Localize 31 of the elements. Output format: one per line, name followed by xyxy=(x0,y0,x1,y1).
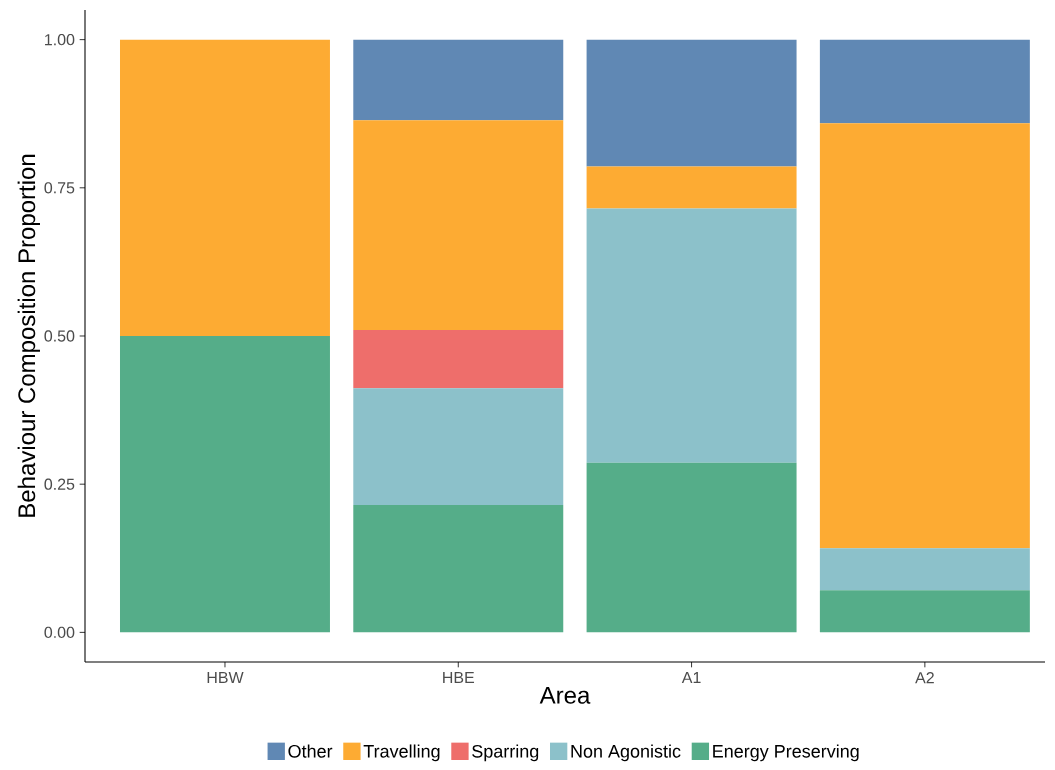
legend-label: Travelling xyxy=(363,744,440,762)
bar xyxy=(353,120,564,331)
bar xyxy=(353,388,564,505)
bar xyxy=(586,166,797,209)
y-tick-label: 0.50 xyxy=(44,330,75,342)
x-tick-label: HBW xyxy=(207,672,244,684)
x-tick-label: A2 xyxy=(915,672,934,684)
bar xyxy=(819,590,1030,633)
bar xyxy=(353,39,564,121)
bar xyxy=(120,39,330,336)
bar xyxy=(120,336,330,633)
bar xyxy=(819,548,1030,591)
y-tick-label: 0.00 xyxy=(44,626,75,639)
legend-label: Non Agonistic xyxy=(571,744,681,762)
legend-label: Other xyxy=(288,744,333,758)
x-axis-title: Area xyxy=(539,687,591,704)
bar xyxy=(353,330,564,389)
y-tick-label: 0.25 xyxy=(44,478,75,490)
y-tick-label: 0.75 xyxy=(44,182,75,194)
legend-label: Sparring xyxy=(472,744,539,762)
x-tick-label: HBE xyxy=(443,672,475,684)
y-axis-title: Behaviour Composition Proportion xyxy=(17,154,40,517)
bar xyxy=(586,462,797,633)
bar xyxy=(819,123,1030,549)
y-tick-label: 1.00 xyxy=(45,33,75,46)
bar xyxy=(586,208,797,463)
bar xyxy=(353,504,564,633)
legend-label: Energy Preserving xyxy=(713,744,859,762)
bar xyxy=(819,39,1030,124)
bar xyxy=(586,39,797,167)
x-tick-label: A1 xyxy=(681,672,701,684)
